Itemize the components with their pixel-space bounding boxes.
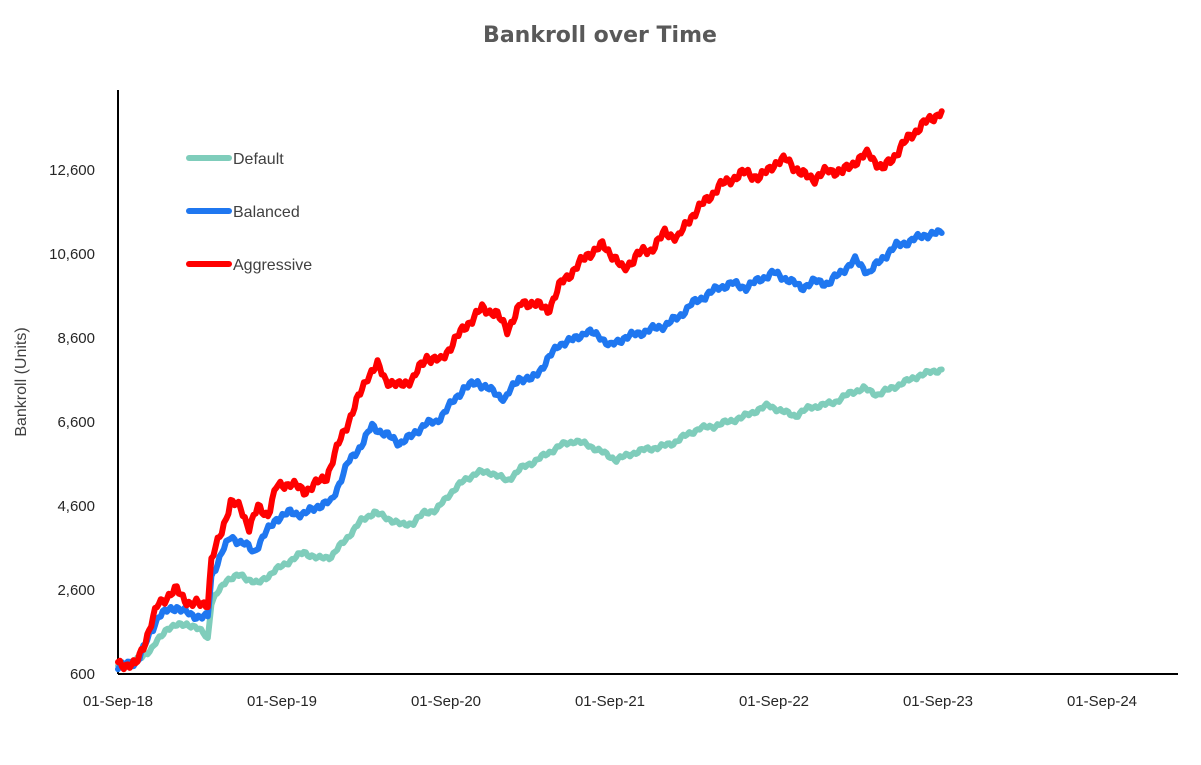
- y-tick-label: 10,600: [49, 246, 95, 263]
- legend-label-default: Default: [233, 151, 284, 168]
- y-tick-label: 600: [70, 666, 95, 683]
- y-tick-label: 6,600: [57, 414, 95, 431]
- y-tick-label: 12,600: [49, 162, 95, 179]
- x-tick-label: 01-Sep-24: [1067, 693, 1137, 710]
- legend-label-aggressive: Aggressive: [233, 257, 312, 274]
- x-tick-label: 01-Sep-21: [575, 693, 645, 710]
- y-tick-labels: 600 2,600 4,600 6,600 8,600 10,600 12,600: [49, 162, 95, 683]
- legend: Default Balanced Aggressive: [186, 151, 312, 274]
- y-tick-label: 2,600: [57, 582, 95, 599]
- x-tick-label: 01-Sep-20: [411, 693, 481, 710]
- series-line-aggressive: [115, 108, 945, 673]
- series-line-default: [115, 366, 945, 671]
- x-tick-labels: 01-Sep-18 01-Sep-19 01-Sep-20 01-Sep-21 01-S…: [83, 693, 1137, 710]
- y-axis-label: Bankroll (Units): [13, 327, 30, 436]
- x-tick-label: 01-Sep-18: [83, 693, 153, 710]
- series-line-balanced: [115, 227, 945, 673]
- legend-label-balanced: Balanced: [233, 204, 300, 221]
- y-tick-label: 8,600: [57, 330, 95, 347]
- y-tick-label: 4,600: [57, 498, 95, 515]
- x-tick-label: 01-Sep-22: [739, 693, 809, 710]
- chart-title: Bankroll over Time: [483, 23, 717, 48]
- x-tick-label: 01-Sep-23: [903, 693, 973, 710]
- x-tick-label: 01-Sep-19: [247, 693, 317, 710]
- series-lines: [115, 108, 945, 673]
